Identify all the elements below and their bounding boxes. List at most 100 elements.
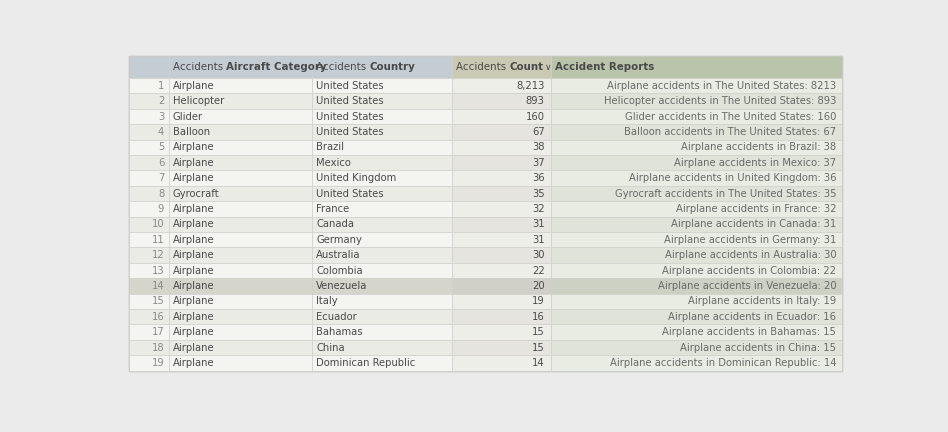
Text: 6: 6 (158, 158, 164, 168)
Text: United States: United States (316, 188, 384, 199)
Text: 1: 1 (158, 81, 164, 91)
Bar (452, 57, 551, 78)
Bar (169, 324, 312, 340)
Text: 20: 20 (532, 281, 545, 291)
Bar (551, 124, 843, 140)
Text: 31: 31 (532, 235, 545, 245)
Bar (129, 324, 169, 340)
Text: Airplane accidents in Dominican Republic: 14: Airplane accidents in Dominican Republic… (610, 358, 836, 368)
Bar (312, 155, 452, 170)
Bar (551, 309, 843, 324)
Text: Dominican Republic: Dominican Republic (316, 358, 415, 368)
Bar (551, 57, 843, 78)
Bar (129, 294, 169, 309)
Text: 2: 2 (158, 96, 164, 106)
Bar (169, 93, 312, 109)
Bar (129, 140, 169, 155)
Text: 160: 160 (526, 111, 545, 121)
Text: 32: 32 (532, 204, 545, 214)
Text: 31: 31 (532, 219, 545, 229)
Text: Airplane: Airplane (173, 327, 214, 337)
Bar (452, 155, 551, 170)
Text: Aircraft Category: Aircraft Category (227, 62, 327, 72)
Bar (312, 109, 452, 124)
Bar (551, 355, 843, 371)
Text: France: France (316, 204, 350, 214)
Bar (551, 294, 843, 309)
Bar (312, 232, 452, 248)
Text: Airplane accidents in Brazil: 38: Airplane accidents in Brazil: 38 (681, 142, 836, 152)
Bar (169, 278, 312, 294)
Text: Airplane accidents in France: 32: Airplane accidents in France: 32 (676, 204, 836, 214)
Text: 22: 22 (532, 266, 545, 276)
Bar (129, 57, 169, 78)
Text: 15: 15 (532, 327, 545, 337)
Text: Airplane: Airplane (173, 250, 214, 260)
Text: 19: 19 (152, 358, 164, 368)
Bar (551, 78, 843, 93)
Text: Airplane: Airplane (173, 158, 214, 168)
Text: Airplane accidents in Australia: 30: Airplane accidents in Australia: 30 (665, 250, 836, 260)
Text: 8,213: 8,213 (517, 81, 545, 91)
Bar (452, 78, 551, 93)
Bar (452, 278, 551, 294)
Text: United States: United States (316, 96, 384, 106)
Bar (452, 109, 551, 124)
Bar (129, 263, 169, 278)
Text: Airplane: Airplane (173, 219, 214, 229)
Text: Accidents: Accidents (173, 62, 227, 72)
Text: 15: 15 (532, 343, 545, 353)
Text: 38: 38 (532, 142, 545, 152)
Text: Venezuela: Venezuela (316, 281, 368, 291)
Text: 3: 3 (158, 111, 164, 121)
Bar (169, 140, 312, 155)
Text: Airplane: Airplane (173, 235, 214, 245)
Bar (312, 170, 452, 186)
Bar (169, 340, 312, 355)
Text: Airplane accidents in Colombia: 22: Airplane accidents in Colombia: 22 (662, 266, 836, 276)
Bar (452, 340, 551, 355)
Bar (129, 309, 169, 324)
Text: 12: 12 (152, 250, 164, 260)
Bar (129, 340, 169, 355)
Text: 10: 10 (152, 219, 164, 229)
Text: Glider: Glider (173, 111, 203, 121)
Text: Airplane: Airplane (173, 81, 214, 91)
Bar (452, 309, 551, 324)
Text: Airplane accidents in Bahamas: 15: Airplane accidents in Bahamas: 15 (663, 327, 836, 337)
Bar (129, 109, 169, 124)
Text: 5: 5 (158, 142, 164, 152)
Text: Accidents: Accidents (456, 62, 509, 72)
Text: 37: 37 (532, 158, 545, 168)
Bar (312, 124, 452, 140)
Bar (129, 155, 169, 170)
Text: Airplane accidents in China: 15: Airplane accidents in China: 15 (680, 343, 836, 353)
Text: Accidents: Accidents (316, 62, 370, 72)
Text: 14: 14 (152, 281, 164, 291)
Text: 15: 15 (152, 296, 164, 306)
Text: Airplane: Airplane (173, 142, 214, 152)
Bar (169, 309, 312, 324)
Text: 30: 30 (532, 250, 545, 260)
Bar (169, 186, 312, 201)
Text: Gyrocraft: Gyrocraft (173, 188, 219, 199)
Text: Airplane accidents in Ecuador: 16: Airplane accidents in Ecuador: 16 (668, 312, 836, 322)
Text: Airplane: Airplane (173, 312, 214, 322)
Text: Airplane: Airplane (173, 358, 214, 368)
Bar (129, 186, 169, 201)
Text: Accident Reports: Accident Reports (555, 62, 654, 72)
Bar (169, 78, 312, 93)
Bar (129, 278, 169, 294)
Bar (551, 170, 843, 186)
Text: 8: 8 (158, 188, 164, 199)
Bar (551, 340, 843, 355)
Text: Glider accidents in The United States: 160: Glider accidents in The United States: 1… (625, 111, 836, 121)
Bar (452, 186, 551, 201)
Text: 19: 19 (532, 296, 545, 306)
Text: 11: 11 (152, 235, 164, 245)
Bar (551, 155, 843, 170)
Text: Balloon accidents in The United States: 67: Balloon accidents in The United States: … (624, 127, 836, 137)
Text: Airplane: Airplane (173, 343, 214, 353)
Text: Airplane accidents in Italy: 19: Airplane accidents in Italy: 19 (688, 296, 836, 306)
Bar (169, 170, 312, 186)
